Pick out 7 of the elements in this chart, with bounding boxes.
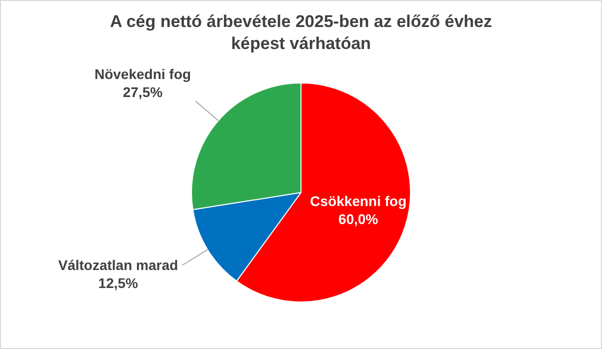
- data-label: 60,0%: [338, 210, 379, 227]
- data-label: 12,5%: [98, 275, 139, 292]
- chart-title: A cég nettó árbevétele 2025-ben az előző évhez képest várhatóan: [108, 11, 493, 55]
- data-label: 27,5%: [122, 84, 164, 100]
- slice-label: Változatlan marad: [58, 257, 178, 274]
- slice-label: Csökkenni fog: [310, 192, 407, 209]
- slice-label: Növekedni fog: [94, 66, 191, 82]
